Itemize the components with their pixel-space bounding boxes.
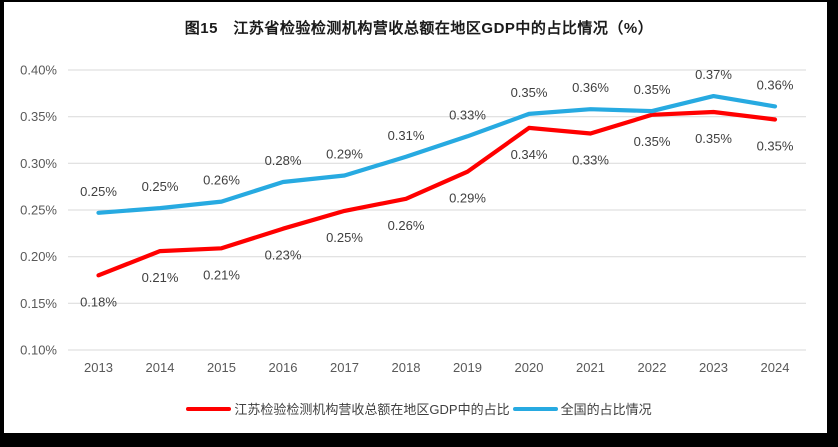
legend-line-swatch-jiangsu bbox=[186, 406, 232, 411]
legend-line-swatch-national bbox=[512, 406, 558, 411]
x-axis-tick-label: 2016 bbox=[269, 360, 298, 375]
x-axis-tick-label: 2018 bbox=[392, 360, 421, 375]
data-label-jiangsu-2013: 0.18% bbox=[80, 294, 117, 309]
y-axis-tick-label: 0.25% bbox=[20, 203, 57, 218]
y-axis-tick-label: 0.20% bbox=[20, 249, 57, 264]
data-label-national-2014: 0.25% bbox=[142, 179, 179, 194]
data-label-national-2016: 0.28% bbox=[265, 153, 302, 168]
data-label-national-2022: 0.35% bbox=[634, 82, 671, 97]
x-axis-tick-label: 2021 bbox=[576, 360, 605, 375]
x-axis-tick-label: 2017 bbox=[330, 360, 359, 375]
x-axis-tick-label: 2015 bbox=[207, 360, 236, 375]
x-axis-tick-label: 2022 bbox=[638, 360, 667, 375]
data-label-jiangsu-2015: 0.21% bbox=[203, 267, 240, 282]
x-axis-tick-label: 2024 bbox=[761, 360, 790, 375]
data-label-jiangsu-2020: 0.34% bbox=[511, 147, 548, 162]
series-line-jiangsu bbox=[96, 109, 778, 278]
y-axis-tick-label: 0.35% bbox=[20, 109, 57, 124]
chart-title: 图15 江苏省检验检测机构营收总额在地区GDP中的占比情况（%） bbox=[184, 20, 654, 37]
data-label-jiangsu-2016: 0.23% bbox=[265, 248, 302, 263]
data-label-national-2017: 0.29% bbox=[326, 147, 363, 162]
x-axis-tick-label: 2019 bbox=[453, 360, 482, 375]
legend-item-jiangsu: 江苏检验检测机构营收总额在地区GDP中的占比 bbox=[186, 399, 510, 418]
y-axis-tick-label: 0.40% bbox=[20, 63, 57, 78]
data-label-national-2019: 0.33% bbox=[449, 107, 486, 122]
x-axis-tick-label: 2023 bbox=[699, 360, 728, 375]
chart-legend: 江苏检验检测机构营收总额在地区GDP中的占比 全国的占比情况 bbox=[0, 399, 838, 418]
x-axis-tick-label: 2014 bbox=[146, 360, 175, 375]
chart-canvas: 图15 江苏省检验检测机构营收总额在地区GDP中的占比情况（%） bbox=[4, 2, 827, 433]
data-label-jiangsu-2022: 0.35% bbox=[634, 134, 671, 149]
legend-label-national: 全国的占比情况 bbox=[560, 402, 652, 417]
x-axis-tick-label: 2020 bbox=[515, 360, 544, 375]
y-axis-tick-label: 0.10% bbox=[20, 343, 57, 358]
legend-label-jiangsu: 江苏检验检测机构营收总额在地区GDP中的占比 bbox=[234, 402, 510, 417]
x-axis-tick-label: 2013 bbox=[84, 360, 113, 375]
data-label-national-2020: 0.35% bbox=[511, 85, 548, 100]
data-label-national-2023: 0.37% bbox=[695, 67, 732, 82]
data-label-national-2015: 0.26% bbox=[203, 173, 240, 188]
data-label-national-2021: 0.36% bbox=[572, 80, 609, 95]
series-line-national bbox=[96, 93, 778, 215]
legend-item-national: 全国的占比情况 bbox=[512, 399, 652, 418]
y-axis-tick-label: 0.30% bbox=[20, 156, 57, 171]
data-label-jiangsu-2024: 0.35% bbox=[757, 139, 794, 154]
data-label-national-2024: 0.36% bbox=[757, 77, 794, 92]
y-axis-tick-label: 0.15% bbox=[20, 296, 57, 311]
data-label-jiangsu-2018: 0.26% bbox=[388, 218, 425, 233]
data-label-jiangsu-2023: 0.35% bbox=[695, 131, 732, 146]
data-label-jiangsu-2019: 0.29% bbox=[449, 191, 486, 206]
data-label-jiangsu-2017: 0.25% bbox=[326, 230, 363, 245]
data-label-national-2013: 0.25% bbox=[80, 184, 117, 199]
data-label-jiangsu-2021: 0.33% bbox=[572, 153, 609, 168]
data-label-jiangsu-2014: 0.21% bbox=[142, 270, 179, 285]
data-label-national-2018: 0.31% bbox=[388, 128, 425, 143]
